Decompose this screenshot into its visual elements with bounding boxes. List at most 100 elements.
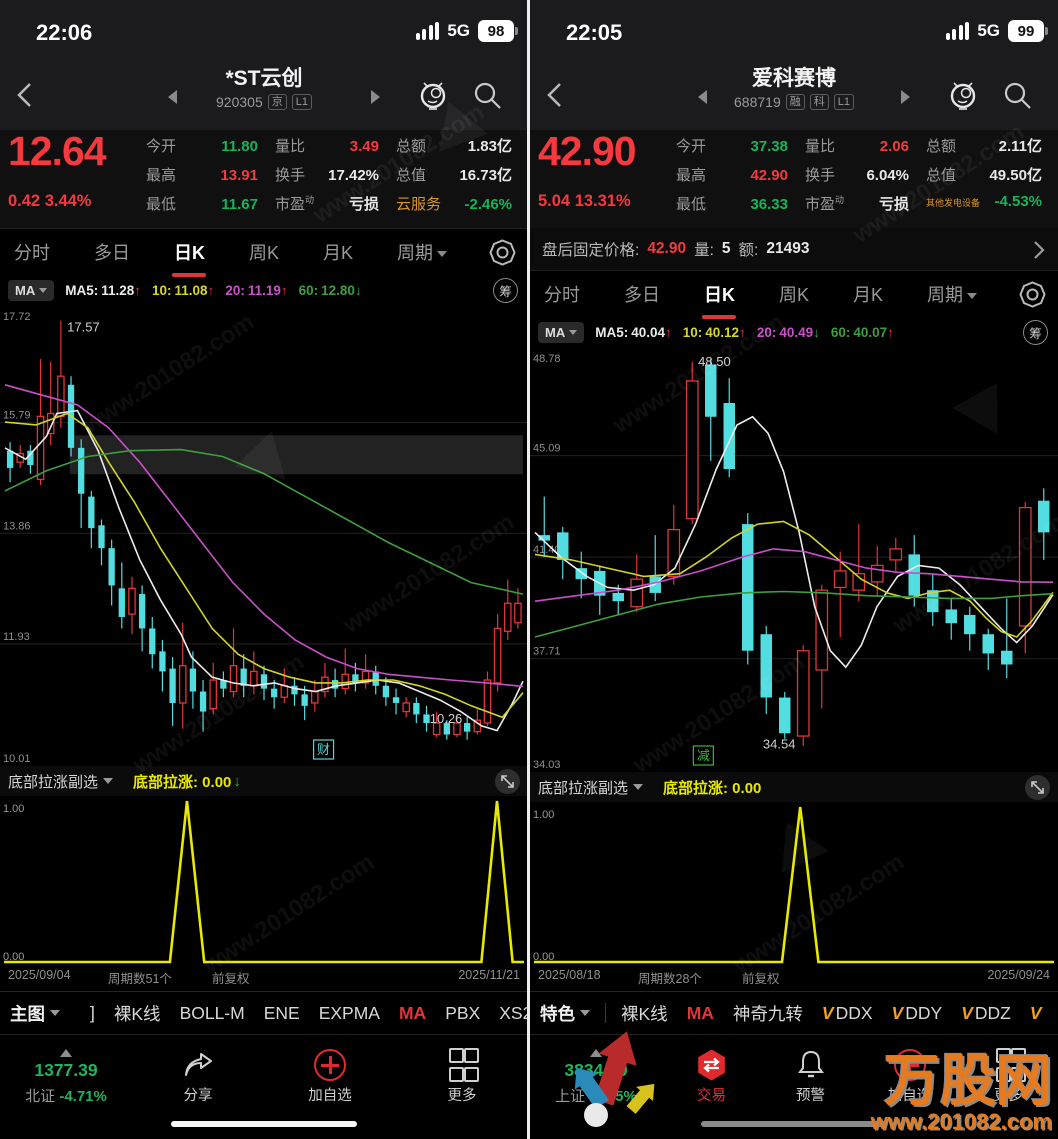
back-button[interactable] (14, 80, 36, 110)
ma-value: 60: 40.07↑ (831, 325, 894, 340)
toolbar-item-XS2[interactable]: XS2 (499, 1003, 528, 1024)
main-chart-area[interactable]: 17.72 15.79 13.86 11.93 10.01 17.57 10.26 财 (0, 306, 528, 766)
ma5-line (534, 415, 1054, 669)
chart-settings-icon[interactable] (489, 238, 516, 266)
toolbar-item-BOLL-M[interactable]: BOLL-M (180, 1003, 245, 1024)
indicator-chart-area[interactable]: 1.00 0.00 (0, 796, 528, 966)
tab-周K[interactable]: 周K (778, 285, 809, 305)
candle-up (432, 722, 441, 736)
next-stock-arrow-icon[interactable] (371, 90, 380, 104)
ma-selector-label: MA (545, 324, 566, 340)
assistant-mascot-icon[interactable] (944, 76, 982, 114)
after-hours-chevron-icon[interactable] (1032, 240, 1046, 260)
toolbar-item-DDY[interactable]: V DDY (892, 1003, 943, 1024)
nav-item-加自选[interactable]: 加自选 (264, 1049, 396, 1105)
toolbar-item-裸K线[interactable]: 裸K线 (114, 1001, 161, 1026)
toolbar-menu-button[interactable]: 主图 (10, 1001, 60, 1026)
trade-arrows-icon[interactable] (702, 1057, 721, 1073)
candlestick-chart[interactable]: 48.78 45.09 41.40 37.71 34.03 48.50 34.54 减 (530, 348, 1058, 772)
alert-bell-icon[interactable] (796, 1049, 826, 1081)
toolbar-item-ENE[interactable]: ENE (264, 1003, 300, 1024)
home-indicator[interactable] (171, 1121, 357, 1127)
footer-adjust-mode[interactable]: 前复权 (212, 972, 250, 986)
indicator-chart[interactable]: 1.00 0.00 (530, 802, 1058, 966)
chart-settings-icon[interactable] (1019, 280, 1046, 308)
tab-period-dropdown[interactable]: 周期 (925, 275, 979, 313)
chips-overlay-badge[interactable]: 筹 (1023, 319, 1048, 345)
toolbar-item-vip[interactable]: V (1030, 1003, 1044, 1024)
indicator-selector[interactable]: 底部拉涨副选 (8, 771, 114, 792)
toolbar-menu-button[interactable]: 特色 (540, 1001, 590, 1026)
grid-dot (1010, 1048, 1026, 1063)
search-icon[interactable] (472, 80, 504, 112)
tab-日K[interactable]: 日K (172, 233, 207, 271)
toolbar-item-DDX[interactable]: V DDX (822, 1003, 873, 1024)
event-marker-box[interactable] (692, 745, 714, 766)
expand-chart-button[interactable] (1025, 774, 1050, 800)
nav-item-预警[interactable]: 预警 (761, 1049, 860, 1105)
ma-trend-arrow-icon: ↓ (354, 282, 362, 298)
prev-stock-arrow-icon[interactable] (168, 90, 177, 104)
tab-月K[interactable]: 月K (852, 285, 883, 305)
ma-selector-chip[interactable]: MA (538, 321, 585, 343)
back-button[interactable] (544, 80, 566, 110)
toolbar-item-神奇九转[interactable]: 神奇九转 (733, 1001, 803, 1026)
toolbar-item-DDZ[interactable]: V DDZ (961, 1003, 1011, 1024)
chart-label: 37.71 (533, 646, 561, 658)
index-percent: -2.45% (589, 1087, 637, 1105)
tab-多日[interactable]: 多日 (623, 285, 660, 305)
ma-value-number: 40.04 (631, 324, 666, 340)
share-icon[interactable] (181, 1050, 215, 1080)
ma-selector-chip[interactable]: MA (8, 279, 55, 301)
tab-日K[interactable]: 日K (702, 275, 737, 313)
nav-item-更多[interactable]: 更多 (396, 1048, 528, 1105)
footer-adjust-mode[interactable]: 前复权 (742, 972, 780, 986)
tab-多日[interactable]: 多日 (93, 243, 130, 263)
home-indicator[interactable] (701, 1121, 887, 1127)
tab-分时[interactable]: 分时 (544, 285, 580, 305)
nav-item-加自选[interactable]: 加自选 (860, 1049, 959, 1105)
nav-item-交易[interactable]: 交易 (662, 1049, 761, 1105)
expand-arrows-icon[interactable] (1030, 780, 1045, 795)
event-marker-box[interactable] (312, 739, 335, 760)
signal-bar (958, 25, 963, 40)
tab-period-dropdown[interactable]: 周期 (395, 233, 449, 271)
next-stock-arrow-icon[interactable] (901, 90, 910, 104)
main-chart-area[interactable]: 48.78 45.09 41.40 37.71 34.03 48.50 34.54 减 (530, 348, 1058, 772)
indicator-toolbar: 主图] 裸K线 BOLL-M ENE EXPMA MA PBX XS2 (0, 991, 528, 1035)
nav-item-更多[interactable]: 更多 (959, 1048, 1058, 1105)
tab-月K[interactable]: 月K (322, 243, 353, 263)
after-hours-vol-label: 量: (694, 242, 714, 259)
prev-stock-arrow-icon[interactable] (698, 90, 707, 104)
search-icon[interactable] (1002, 80, 1034, 112)
toolbar-item-PBX[interactable]: PBX (445, 1003, 480, 1024)
ma-value: MA5: 40.04↑ (595, 325, 672, 340)
expand-arrows-icon[interactable] (500, 774, 515, 789)
toolbar-item-MA[interactable]: MA (687, 1003, 714, 1024)
nav-item-分享[interactable]: 分享 (132, 1049, 264, 1105)
expand-chart-button[interactable] (495, 768, 520, 794)
chips-overlay-badge[interactable]: 筹 (493, 277, 518, 303)
assistant-mascot-icon[interactable] (414, 76, 452, 114)
tab-分时[interactable]: 分时 (14, 243, 50, 263)
quote-field-label: 最低 (676, 193, 706, 214)
indicator-chart-area[interactable]: 1.00 0.00 (530, 802, 1058, 966)
candlestick-chart[interactable]: 17.72 15.79 13.86 11.93 10.01 17.57 10.26 财 (0, 306, 528, 766)
indicator-chart[interactable]: 1.00 0.00 (0, 796, 528, 966)
battery-indicator: 98 (478, 20, 518, 42)
toolbar-item-裸K线[interactable]: 裸K线 (621, 1001, 668, 1026)
candle-down (189, 668, 197, 692)
stock-title-block: *ST云创 920305 京 L1 (120, 66, 408, 110)
tab-周K[interactable]: 周K (248, 243, 279, 263)
market-index-summary[interactable]: 1377.39 北证 -4.71% (0, 1048, 132, 1106)
toolbar-item-][interactable]: ] (90, 1003, 95, 1024)
chevron-down-icon (103, 778, 114, 784)
candle-down (982, 634, 994, 654)
indicator-selector[interactable]: 底部拉涨副选 (538, 777, 644, 798)
toolbar-item-EXPMA[interactable]: EXPMA (319, 1003, 380, 1024)
candle-down (78, 447, 85, 494)
after-hours-row[interactable]: 盘后固定价格: 42.90 量: 5 额: 21493 (530, 228, 1058, 271)
market-index-summary[interactable]: 3834.89 上证 -2.45% (530, 1048, 662, 1106)
ma60-line (534, 590, 1054, 638)
toolbar-item-MA[interactable]: MA (399, 1003, 426, 1024)
